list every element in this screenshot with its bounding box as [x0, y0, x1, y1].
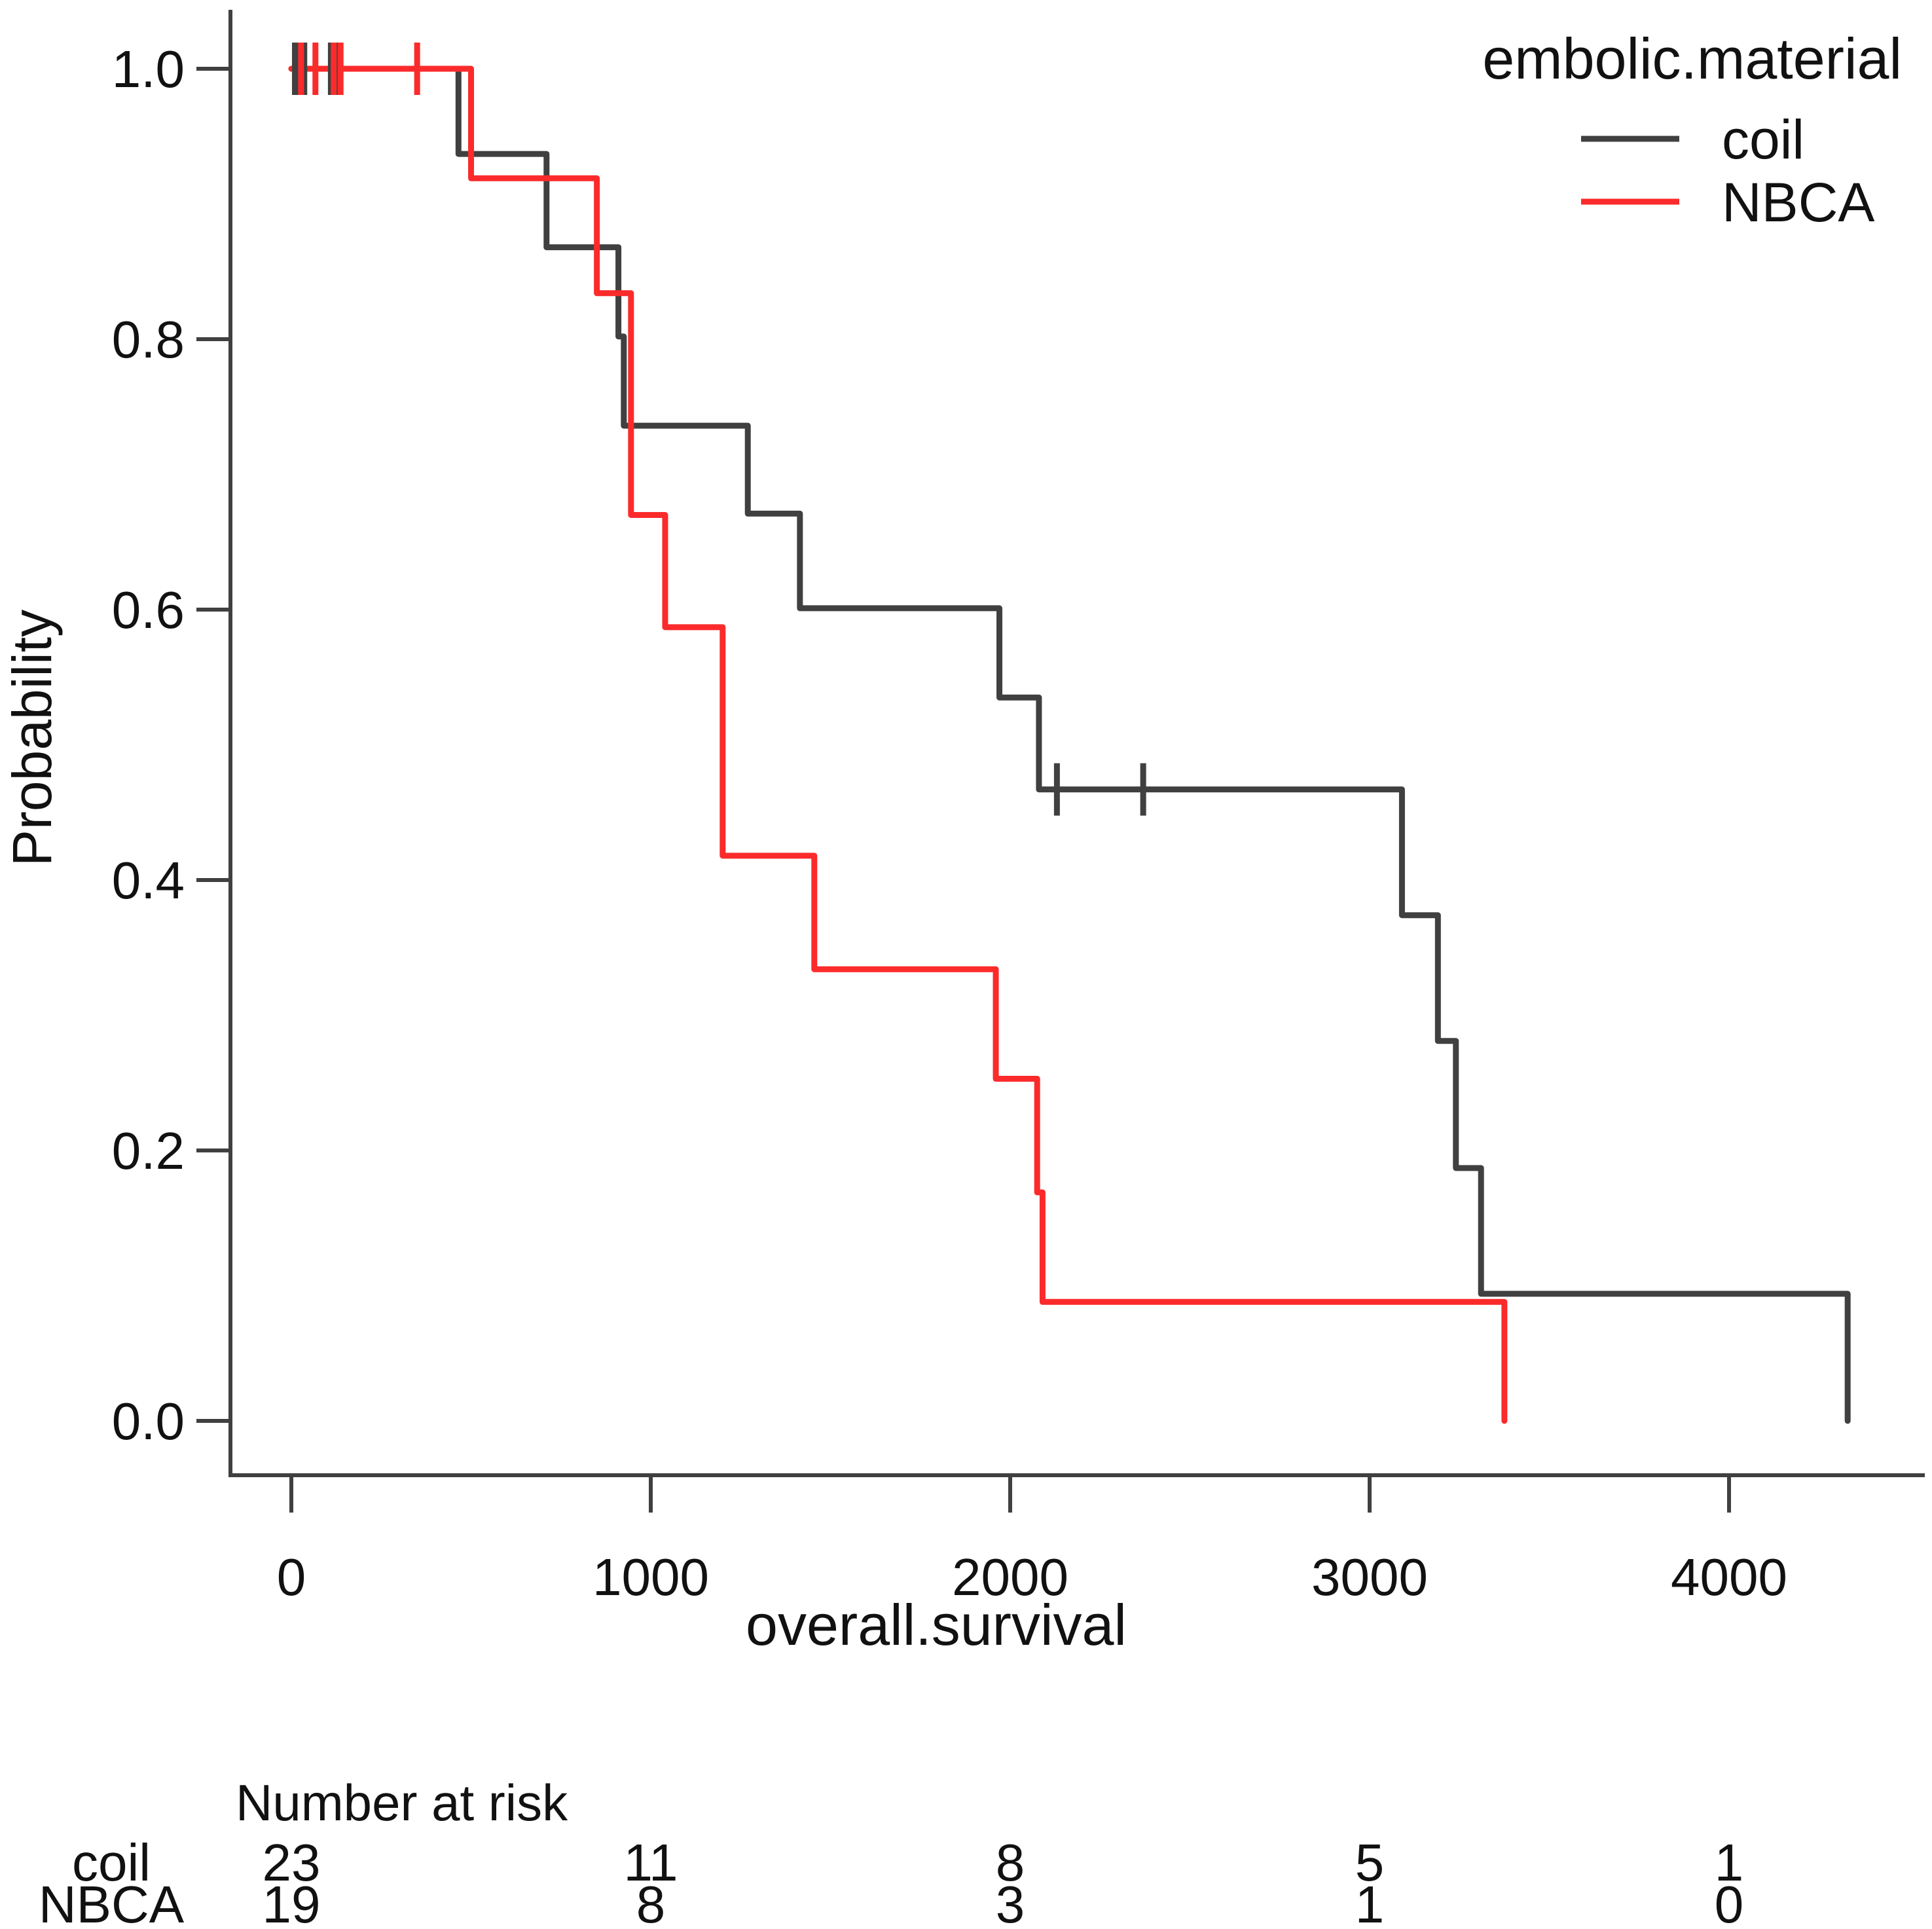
y-tick-label: 0.8	[112, 310, 185, 369]
x-axis-ticks: 0 1000 2000 3000 4000	[277, 1477, 1787, 1606]
axes	[228, 10, 1925, 1477]
x-tick-label: 4000	[1671, 1548, 1787, 1606]
x-tick-label: 3000	[1311, 1548, 1428, 1606]
x-tick-label: 2000	[952, 1548, 1068, 1606]
risk-count: 5	[1355, 1833, 1385, 1892]
x-tick-label: 0	[277, 1548, 306, 1606]
y-tick-label: 0.0	[112, 1392, 185, 1450]
risk-count: 8	[636, 1875, 666, 1929]
risk-count: 3	[996, 1875, 1025, 1929]
risk-count: 19	[263, 1875, 321, 1929]
y-axis-label: Probability	[1, 610, 63, 866]
legend-label-NBCA: NBCA	[1722, 172, 1874, 233]
risk-row-label: NBCA	[39, 1875, 185, 1929]
risk-count: 11	[623, 1833, 678, 1892]
y-tick-label: 0.6	[112, 581, 185, 639]
x-axis-label: overall.survival	[746, 1592, 1127, 1657]
risk-row-label: coil	[72, 1833, 151, 1892]
curve-coil	[288, 65, 1851, 1424]
risk-count: 1	[1715, 1833, 1744, 1892]
y-tick-label: 1.0	[112, 40, 185, 98]
risk-table-header: Number at risk	[236, 1774, 568, 1831]
y-tick-label: 0.4	[112, 851, 185, 909]
x-tick-label: 1000	[592, 1548, 709, 1606]
legend-title: embolic.material	[1482, 26, 1902, 91]
curve-NBCA	[288, 65, 1508, 1424]
y-tick-label: 0.2	[112, 1122, 185, 1180]
risk-count: 1	[1355, 1875, 1385, 1929]
survival-curves	[288, 65, 1851, 1424]
y-axis-ticks: 0.0 0.2 0.4 0.6 0.8 1.0	[112, 40, 230, 1450]
risk-count: 8	[996, 1833, 1025, 1892]
risk-count: 23	[263, 1833, 321, 1892]
legend-label-coil: coil	[1722, 109, 1804, 170]
censor-marks	[291, 43, 1146, 816]
risk-count: 0	[1715, 1875, 1744, 1929]
